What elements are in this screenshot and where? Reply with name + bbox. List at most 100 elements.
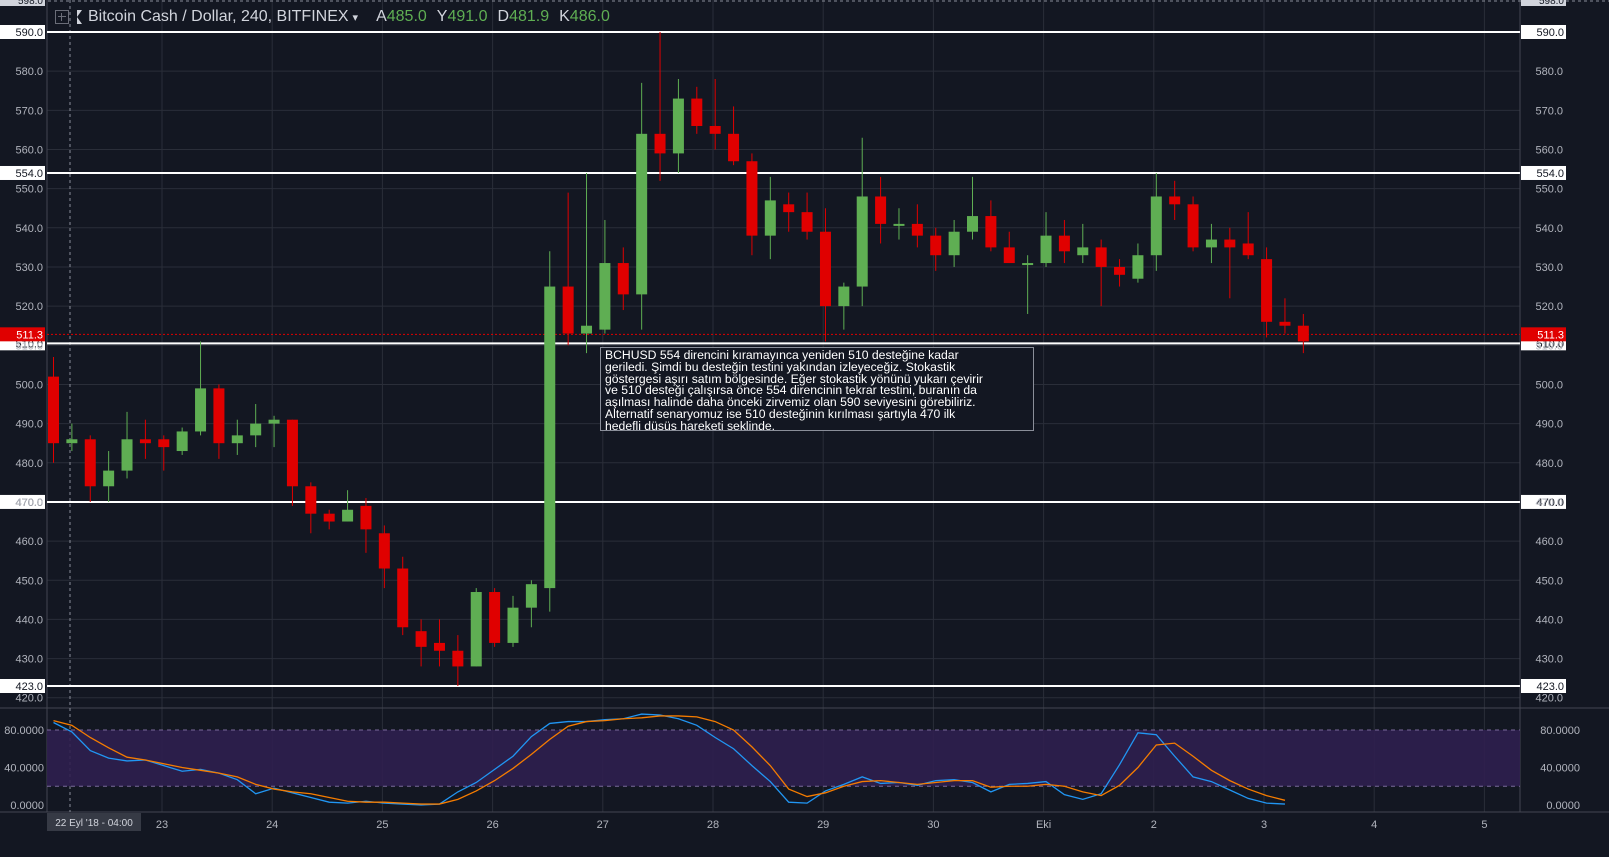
candle-body: [305, 486, 317, 514]
stoch-tick-left: 40.0000: [4, 763, 44, 775]
candle-body: [323, 513, 335, 522]
candle-body: [691, 98, 703, 126]
ohlc-open-key: A: [376, 8, 387, 25]
candle-body: [1003, 247, 1015, 264]
price-tick-left: 530.0: [15, 262, 43, 274]
price-tick-right: 540.0: [1535, 223, 1563, 235]
candle-body: [231, 435, 243, 444]
price-tick-right: 510.0: [1535, 340, 1563, 352]
candle-body: [360, 505, 372, 530]
stoch-tick-right: 40.0000: [1540, 763, 1580, 775]
top-value-label: 598.0: [18, 0, 43, 7]
candle-body: [893, 223, 905, 226]
price-tick-right: 460.0: [1535, 536, 1563, 548]
price-tick-right: 440.0: [1535, 614, 1563, 626]
time-tick: 28: [707, 819, 719, 831]
price-tick-right: 530.0: [1535, 262, 1563, 274]
price-tick-left: 420.0: [15, 693, 43, 705]
candle-body: [783, 204, 795, 213]
level-price-tag: [0, 494, 45, 509]
candle-body: [875, 196, 887, 224]
price-tick-left: 490.0: [15, 419, 43, 431]
level-price-label: 510.0: [1536, 338, 1564, 350]
stochastic-band: [47, 729, 1520, 787]
ohlc-close-key: K: [559, 8, 570, 25]
candle-body: [158, 439, 170, 448]
time-tick: 26: [486, 819, 498, 831]
candle-body: [525, 584, 537, 608]
symbol-dropdown-icon[interactable]: ▾: [352, 11, 359, 24]
price-tick-left: 430.0: [15, 654, 43, 666]
level-price-label: 423.0: [15, 681, 43, 693]
level-price-label: 554.0: [1536, 168, 1564, 180]
crosshair-time-label: 22 Eyl '18 - 04:00: [55, 818, 133, 829]
candle-body: [342, 509, 354, 522]
price-tick-left: 510.0: [15, 340, 43, 352]
candle-body: [985, 216, 997, 248]
level-price-tag: [0, 25, 45, 39]
candle-body: [195, 388, 207, 432]
ohlc-low-value: 481.9: [509, 8, 550, 25]
candle-body: [562, 286, 574, 334]
level-price-label: 470.0: [1536, 497, 1564, 509]
price-tick-right: 580.0: [1535, 66, 1563, 78]
time-tick: 29: [817, 819, 829, 831]
time-tick: Eki: [1036, 819, 1051, 831]
candle-body: [581, 325, 593, 334]
crosshair-time-tag: [47, 813, 141, 831]
price-tick-left: 440.0: [15, 614, 43, 626]
candle-body: [1095, 247, 1107, 267]
candle-body: [1040, 235, 1052, 264]
price-tick-right: 520.0: [1535, 301, 1563, 313]
ohlc-close-value: 486.0: [569, 8, 610, 25]
price-tick-left: 570.0: [15, 105, 43, 117]
level-price-tag: [1521, 494, 1566, 509]
candle-body: [397, 568, 409, 628]
candle-body: [948, 231, 960, 256]
symbol-title[interactable]: Bitcoin Cash / Dollar, 240, BITFINEX: [88, 8, 349, 25]
collapse-toggle-icon[interactable]: [55, 10, 69, 24]
time-tick: 25: [376, 819, 388, 831]
candle-body: [838, 286, 850, 307]
top-value-tag: [0, 0, 45, 6]
price-tick-left: 520.0: [15, 301, 43, 313]
analysis-note[interactable]: BCHUSD 554 direncini kıramayınca yeniden…: [600, 347, 1034, 431]
current-price-label: 511.3: [1537, 329, 1564, 341]
level-price-tag: [0, 679, 45, 693]
price-tick-right: 570.0: [1535, 105, 1563, 117]
price-tick-left: 460.0: [15, 536, 43, 548]
price-tick-left: 470.0: [15, 497, 43, 509]
top-value-label: 598.0: [1539, 0, 1564, 7]
candle-body: [1205, 239, 1217, 248]
candle-body: [654, 133, 666, 154]
candle-body: [176, 431, 188, 452]
price-tick-right: 430.0: [1535, 654, 1563, 666]
candle-body: [84, 439, 96, 487]
top-value-tag: [1521, 0, 1566, 6]
level-price-label: 510.0: [15, 338, 43, 350]
candle-body: [139, 439, 151, 444]
price-tick-right: 500.0: [1535, 379, 1563, 391]
price-tick-left: 540.0: [15, 223, 43, 235]
stoch-tick-right: 0.0000: [1546, 800, 1580, 812]
candle-body: [819, 231, 831, 307]
candle-body: [709, 125, 721, 134]
flag-icon[interactable]: [77, 10, 82, 24]
symbol-legend[interactable]: Bitcoin Cash / Dollar, 240, BITFINEX ▾ A…: [55, 4, 620, 30]
candle-body: [1169, 196, 1181, 205]
time-tick: 4: [1371, 819, 1377, 831]
candle-body: [66, 439, 78, 444]
candle-body: [1132, 255, 1144, 279]
candle-body: [268, 419, 280, 424]
price-tick-left: 560.0: [15, 144, 43, 156]
current-price-tag: [1521, 327, 1566, 342]
ohlc-open-value: 485.0: [386, 8, 427, 25]
horizontal-levels[interactable]: 590.0 590.0 554.0 554.0 510.0 510.0 470.0 470.0…: [0, 0, 1566, 693]
price-tick-right: 550.0: [1535, 184, 1563, 196]
candle-body: [1058, 235, 1070, 252]
candle-body: [544, 286, 556, 589]
stoch-tick-right: 80.0000: [1540, 725, 1580, 737]
candle-body: [470, 592, 482, 667]
